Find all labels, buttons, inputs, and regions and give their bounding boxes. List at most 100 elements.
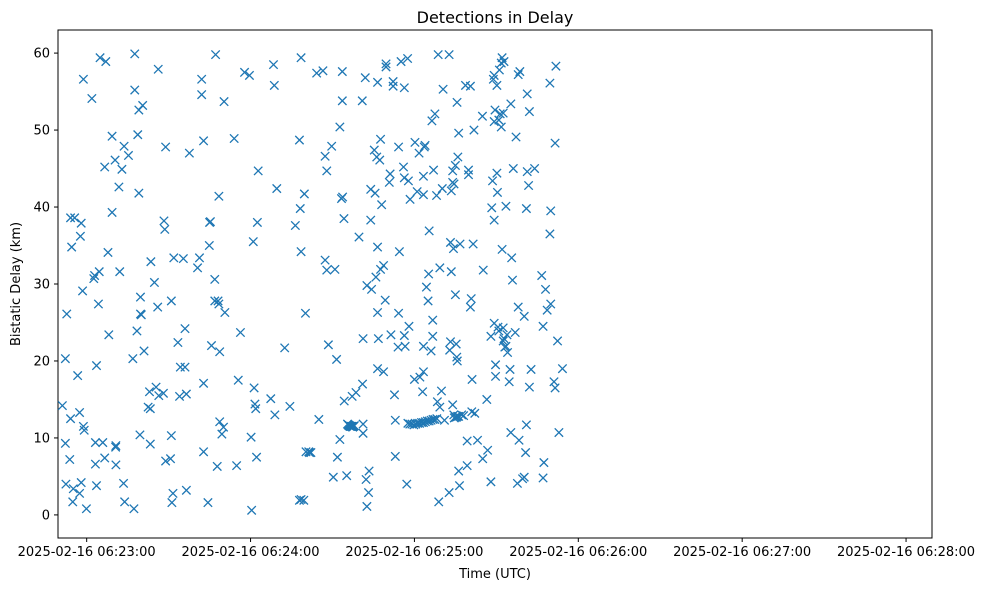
detection-marker	[118, 478, 129, 489]
detection-marker	[139, 346, 149, 356]
detection-marker	[552, 336, 563, 346]
detection-marker	[375, 155, 385, 165]
detection-marker	[166, 430, 177, 441]
detection-marker	[389, 390, 400, 400]
detection-marker	[418, 341, 429, 352]
detection-marker	[467, 407, 477, 417]
marker-layer	[57, 49, 568, 515]
detection-marker	[337, 66, 347, 77]
detection-marker	[428, 414, 438, 425]
detection-marker	[68, 497, 78, 507]
detection-marker	[103, 247, 113, 258]
detection-marker	[89, 273, 99, 284]
detection-marker	[438, 84, 448, 94]
detection-marker	[478, 265, 488, 275]
detection-marker	[175, 362, 186, 372]
detection-marker	[482, 445, 493, 455]
detection-marker	[322, 166, 332, 176]
detection-marker	[220, 307, 230, 318]
detection-marker	[444, 49, 454, 60]
detection-marker	[551, 61, 561, 71]
y-tick-label: 60	[33, 47, 50, 62]
detection-marker	[358, 428, 368, 438]
detection-marker	[455, 239, 465, 249]
detection-marker	[445, 237, 456, 248]
detection-marker	[154, 390, 164, 401]
detection-marker	[253, 166, 263, 176]
detection-marker	[272, 183, 282, 194]
detection-marker	[386, 330, 396, 340]
detection-marker	[79, 425, 89, 435]
x-tick-label: 2025-02-16 06:25:00	[345, 545, 483, 560]
detection-marker	[432, 414, 442, 424]
detection-marker	[354, 232, 364, 242]
detection-marker	[61, 479, 71, 489]
detection-marker	[110, 155, 120, 165]
detection-marker	[249, 383, 259, 393]
detection-marker	[414, 418, 425, 428]
detection-marker	[432, 397, 443, 407]
detection-marker	[418, 171, 429, 181]
detection-marker	[497, 244, 507, 255]
detection-marker	[399, 83, 409, 93]
detection-marker	[433, 49, 443, 60]
detection-marker	[210, 296, 220, 306]
detection-marker	[385, 169, 395, 179]
detection-marker	[322, 265, 332, 275]
detection-marker	[206, 340, 217, 351]
y-axis-label: Bistatic Delay (km)	[9, 222, 24, 346]
detection-marker	[372, 307, 383, 318]
detection-marker	[123, 150, 134, 161]
detection-marker	[73, 370, 83, 381]
detection-marker	[488, 74, 499, 84]
detection-marker	[492, 187, 503, 198]
detection-marker	[65, 454, 75, 465]
detection-marker	[198, 378, 209, 388]
detection-marker	[339, 213, 349, 224]
detection-marker	[513, 302, 523, 312]
detection-marker	[448, 166, 458, 176]
detection-marker	[181, 389, 192, 399]
detection-marker	[204, 240, 214, 251]
detection-marker	[449, 179, 459, 189]
detection-marker	[478, 454, 488, 464]
detection-marker	[482, 394, 492, 405]
detection-marker	[372, 242, 383, 252]
detection-marker	[68, 484, 78, 494]
detection-marker	[381, 62, 391, 72]
detection-marker	[550, 383, 560, 393]
detection-marker	[454, 466, 464, 476]
detection-marker	[519, 311, 529, 321]
detection-marker	[446, 267, 456, 277]
detection-marker	[426, 415, 436, 425]
detection-marker	[197, 89, 207, 100]
detection-marker	[428, 331, 438, 341]
detection-marker	[180, 362, 190, 372]
detection-marker	[146, 257, 156, 267]
detection-marker	[388, 81, 398, 91]
detection-marker	[369, 145, 379, 155]
detection-marker	[436, 386, 447, 396]
detection-marker	[519, 472, 529, 482]
detection-marker	[499, 56, 509, 67]
detection-marker	[362, 501, 372, 512]
detection-marker	[100, 453, 110, 463]
detection-marker	[246, 505, 257, 515]
detection-marker	[111, 460, 121, 470]
detection-marker	[218, 422, 229, 432]
detection-marker	[135, 292, 146, 302]
detection-marker	[244, 70, 255, 81]
detection-marker	[393, 308, 404, 318]
detection-marker	[372, 364, 383, 374]
detection-marker	[270, 410, 280, 420]
detection-marker	[396, 56, 406, 67]
detection-marker	[487, 176, 498, 186]
detection-marker	[167, 497, 177, 508]
detection-marker	[463, 165, 474, 175]
detection-marker	[145, 404, 155, 414]
detection-marker	[376, 200, 387, 210]
detection-marker	[198, 447, 209, 457]
detection-marker	[133, 130, 143, 140]
detection-marker	[145, 439, 155, 449]
detection-marker	[153, 302, 163, 312]
